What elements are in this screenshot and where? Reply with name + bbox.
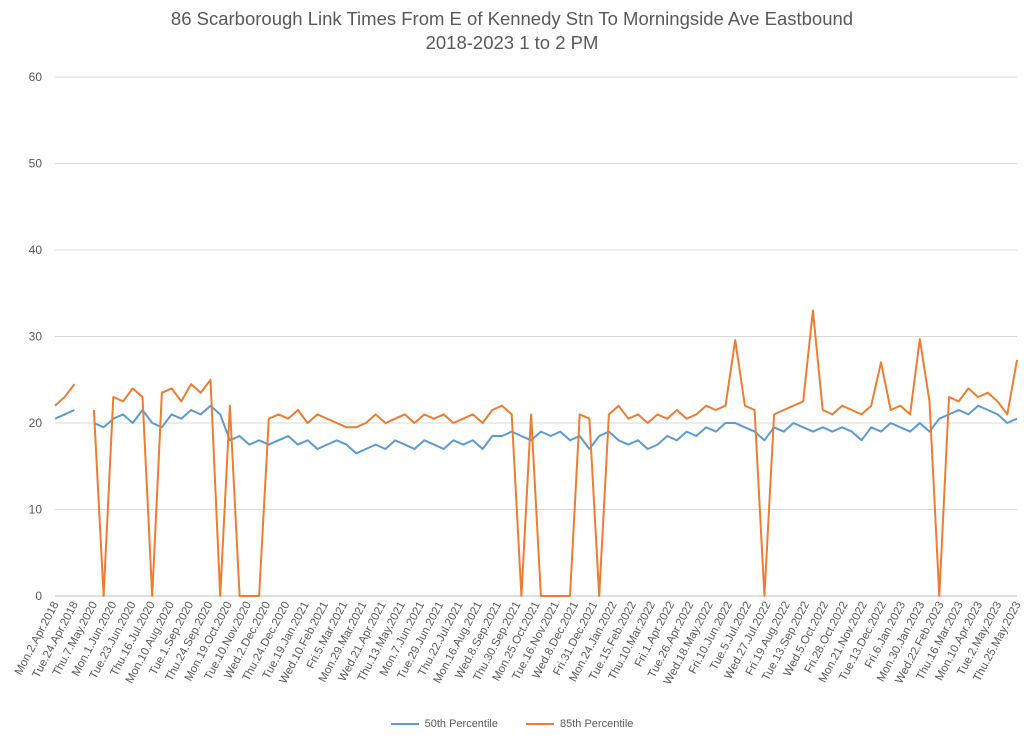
legend-label-p50: 50th Percentile [424, 718, 498, 730]
legend-item-p50: 50th Percentile [390, 718, 498, 730]
y-tick-label: 30 [29, 330, 43, 344]
legend-label-p85: 85th Percentile [560, 718, 634, 730]
legend-swatch-p85 [526, 722, 554, 726]
series-line-85th-percentile [54, 309, 1018, 597]
y-tick-label: 60 [29, 70, 43, 84]
y-tick-label: 10 [29, 503, 43, 517]
legend-item-p85: 85th Percentile [526, 718, 633, 730]
chart-subtitle: 2018-2023 1 to 2 PM [425, 32, 599, 53]
series-line-50th-percentile [54, 404, 1018, 455]
y-tick-label: 50 [29, 157, 43, 171]
y-tick-label: 40 [29, 243, 43, 257]
chart-title: 86 Scarborough Link Times From E of Kenn… [170, 8, 854, 29]
y-tick-label: 0 [35, 589, 42, 603]
y-tick-label: 20 [29, 416, 43, 430]
legend-swatch-p50 [390, 722, 419, 726]
legend: 50th Percentile 85th Percentile [0, 718, 1024, 730]
